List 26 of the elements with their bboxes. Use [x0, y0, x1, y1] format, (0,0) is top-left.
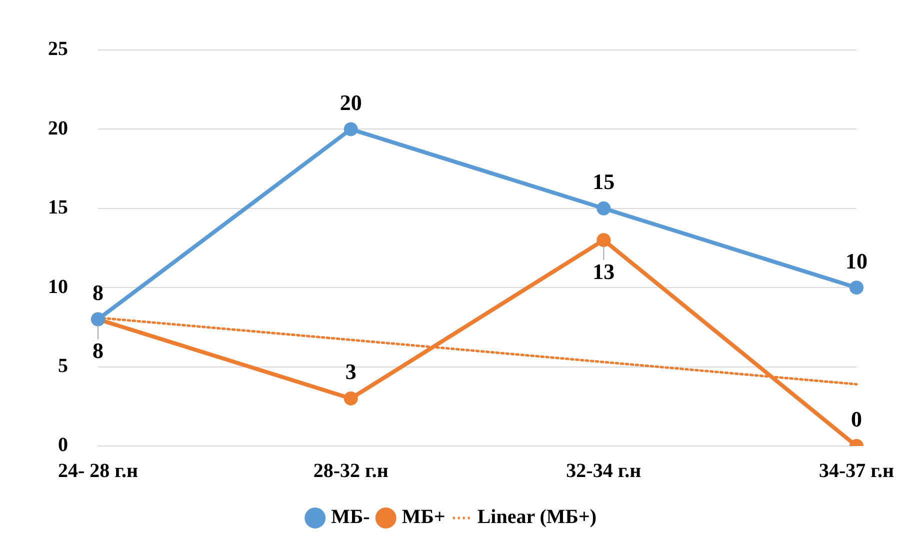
data-label: 0 [850, 406, 862, 432]
point [344, 122, 358, 136]
y-tick-label: 20 [48, 117, 68, 140]
y-tick-label: 25 [48, 38, 68, 60]
data-label: 3 [345, 359, 356, 384]
x-tick-label: 32-34 г.н [566, 460, 642, 482]
data-label: 20 [340, 90, 362, 115]
x-tick-label: 24- 28 г.н [58, 460, 138, 482]
y-tick-label: 15 [48, 196, 68, 219]
point [849, 280, 864, 295]
legend-label: МБ- [331, 506, 370, 528]
data-label: 13 [592, 258, 615, 284]
y-tick-label: 10 [48, 276, 68, 298]
x-tick-label: 28-32 г.н [313, 460, 388, 482]
data-label: 15 [592, 169, 615, 194]
y-tick-label: 5 [58, 354, 68, 377]
data-label: 8 [92, 280, 104, 305]
legend-label: Linear (МБ+) [477, 506, 597, 528]
point [596, 233, 611, 248]
legend-label: МБ+ [402, 506, 446, 528]
data-label: 8 [92, 338, 104, 363]
data-label: 10 [845, 248, 868, 274]
x-tick-label: 34-37 г.н [818, 460, 894, 482]
point [596, 201, 611, 216]
point [344, 391, 358, 406]
y-tick-label: 0 [58, 434, 68, 456]
